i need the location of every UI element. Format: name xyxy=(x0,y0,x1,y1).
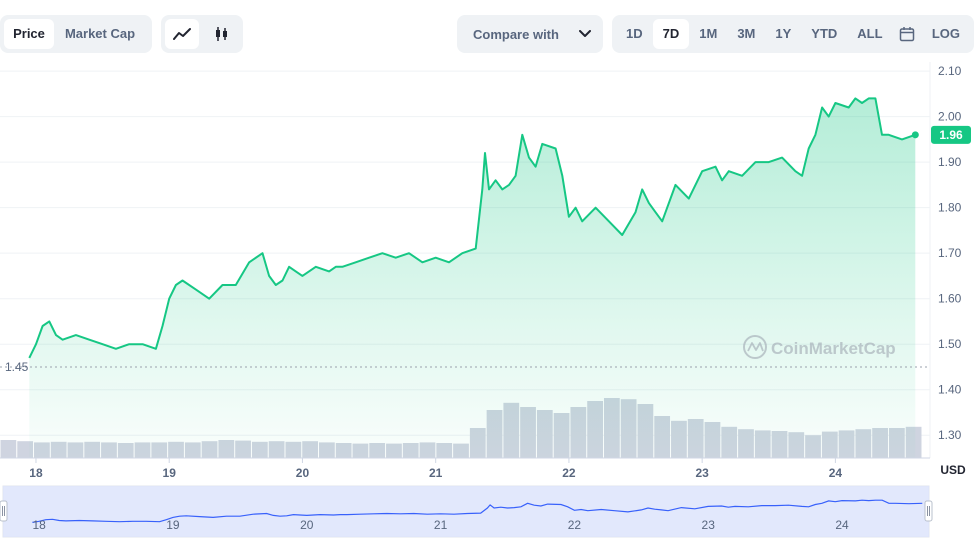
navigator-x-axis: 18 19 20 21 22 23 24 xyxy=(32,518,849,532)
y-axis: 2.10 2.00 1.90 1.80 1.70 1.60 1.50 1.40 1.30 xyxy=(929,62,962,458)
range-1y[interactable]: 1Y xyxy=(775,26,792,41)
range-1d[interactable]: 1D xyxy=(626,26,643,41)
navigator-line xyxy=(32,499,923,523)
y-tick-label: 1.40 xyxy=(938,383,962,397)
volume-bar xyxy=(0,440,17,458)
y-tick-label: 1.70 xyxy=(938,246,962,260)
range-all[interactable]: ALL xyxy=(857,26,883,41)
tab-price[interactable]: Price xyxy=(4,19,54,49)
x-tick-label: 20 xyxy=(296,466,310,480)
line-chart-icon[interactable] xyxy=(165,19,199,49)
range-7d[interactable]: 7D xyxy=(652,19,690,49)
range-3m[interactable]: 3M xyxy=(737,26,756,41)
navigator-tick-label: 18 xyxy=(32,518,46,532)
range-navigator[interactable]: 18 19 20 21 22 23 24 xyxy=(0,485,933,538)
coinmarketcap-logo-icon xyxy=(743,335,767,359)
candlestick-icon[interactable] xyxy=(205,19,239,49)
current-price-badge xyxy=(931,125,971,144)
compare-label: Compare with xyxy=(473,26,559,42)
y-tick-label: 1.30 xyxy=(938,428,962,442)
chart-toolbar: Price Market Cap Compare with 1D 7D 1M 3… xyxy=(0,15,975,55)
range-ytd[interactable]: YTD xyxy=(811,26,838,41)
navigator-tick-label: 23 xyxy=(702,518,716,532)
x-tick-label: 21 xyxy=(429,466,443,480)
current-price-dot xyxy=(911,131,919,139)
log-toggle[interactable]: LOG xyxy=(931,26,960,41)
x-tick-label: 18 xyxy=(29,466,43,480)
metric-toggle: Price Market Cap xyxy=(0,15,152,53)
y-tick-label: 2.00 xyxy=(938,110,962,124)
tab-market-cap[interactable]: Market Cap xyxy=(64,26,136,41)
price-area xyxy=(29,98,916,459)
y-tick-label: 2.10 xyxy=(938,64,962,78)
x-axis: 18 19 20 21 22 23 24 xyxy=(0,457,930,480)
compare-dropdown[interactable]: Compare with xyxy=(457,15,603,53)
y-tick-label: 1.60 xyxy=(938,292,962,306)
navigator-tick-label: 20 xyxy=(300,518,314,532)
currency-label: USD xyxy=(940,463,966,477)
x-tick-label: 23 xyxy=(695,466,709,480)
chart-style-toggle xyxy=(161,15,243,53)
range-1m[interactable]: 1M xyxy=(699,26,718,41)
y-tick-label: 1.90 xyxy=(938,155,962,169)
price-line xyxy=(28,97,916,359)
calendar-icon[interactable] xyxy=(893,19,922,49)
navigator-tick-label: 19 xyxy=(166,518,180,532)
y-tick-label: 1.80 xyxy=(938,201,962,215)
navigator-left-handle[interactable] xyxy=(0,500,8,522)
x-tick-label: 19 xyxy=(163,466,177,480)
navigator-tick-label: 24 xyxy=(835,518,849,532)
chevron-down-icon xyxy=(579,30,591,37)
volume-bar xyxy=(17,441,34,458)
x-tick-label: 24 xyxy=(829,466,843,480)
navigator-tick-label: 22 xyxy=(568,518,582,532)
reference-line-label: 1.45 xyxy=(5,360,29,374)
x-tick-label: 22 xyxy=(562,466,576,480)
navigator-right-handle[interactable] xyxy=(924,500,933,522)
watermark-text: CoinMarketCap xyxy=(771,339,896,358)
navigator-tick-label: 21 xyxy=(434,518,448,532)
current-price-label: 1.96 xyxy=(939,128,963,142)
range-toggle: 1D 7D 1M 3M 1Y YTD ALL LOG xyxy=(612,15,974,53)
watermark: CoinMarketCap xyxy=(743,335,896,359)
navigator-window[interactable] xyxy=(3,486,929,537)
y-tick-label: 1.50 xyxy=(938,337,962,351)
